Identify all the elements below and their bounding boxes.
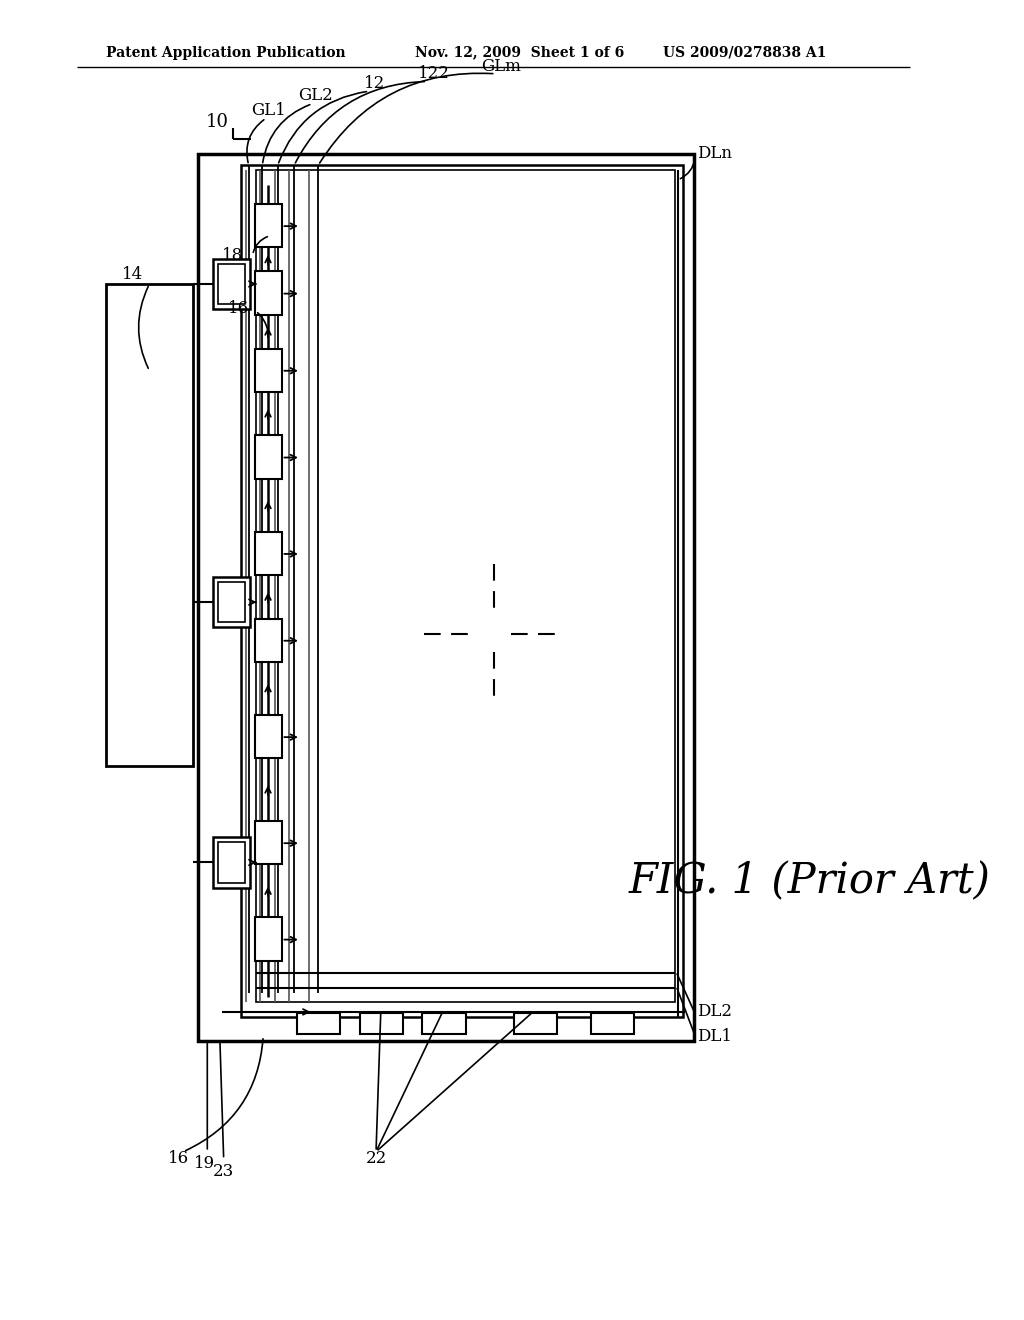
Bar <box>106 284 193 766</box>
Bar <box>218 264 245 304</box>
Text: 16: 16 <box>227 300 249 317</box>
Bar <box>514 1012 557 1034</box>
Bar <box>218 842 245 883</box>
Text: FIG. 1 (Prior Art): FIG. 1 (Prior Art) <box>629 861 991 903</box>
Bar <box>359 1012 403 1034</box>
Text: 18: 18 <box>222 247 243 264</box>
Text: 12: 12 <box>364 75 385 92</box>
Bar <box>422 1012 466 1034</box>
Text: 16: 16 <box>168 1150 189 1167</box>
Bar <box>591 1012 635 1034</box>
Bar <box>213 837 250 887</box>
Bar <box>255 348 282 392</box>
Bar <box>218 582 245 623</box>
Text: 14: 14 <box>123 265 143 282</box>
Bar <box>213 259 250 309</box>
Bar <box>255 205 282 247</box>
Bar <box>213 577 250 627</box>
Bar <box>255 619 282 661</box>
Text: US 2009/0278838 A1: US 2009/0278838 A1 <box>664 46 826 59</box>
Bar <box>241 165 683 1016</box>
Text: Patent Application Publication: Patent Application Publication <box>106 46 346 59</box>
Text: GL1: GL1 <box>251 102 286 119</box>
Bar <box>255 917 282 961</box>
Bar <box>255 436 282 479</box>
Text: DLn: DLn <box>697 145 732 162</box>
Bar <box>255 715 282 759</box>
Text: 19: 19 <box>194 1155 215 1172</box>
Text: GLm: GLm <box>481 58 521 74</box>
Text: 23: 23 <box>213 1163 234 1180</box>
Bar <box>198 154 694 1041</box>
Bar <box>256 170 675 1002</box>
Text: 22: 22 <box>366 1150 387 1167</box>
Text: DL2: DL2 <box>697 1003 732 1020</box>
Text: DL1: DL1 <box>697 1027 732 1044</box>
Bar <box>297 1012 340 1034</box>
Text: 10: 10 <box>206 114 228 131</box>
Bar <box>255 532 282 576</box>
Text: 122: 122 <box>418 65 450 82</box>
Text: GL2: GL2 <box>298 87 333 104</box>
Text: Nov. 12, 2009  Sheet 1 of 6: Nov. 12, 2009 Sheet 1 of 6 <box>415 46 624 59</box>
Bar <box>255 821 282 865</box>
Bar <box>255 272 282 315</box>
